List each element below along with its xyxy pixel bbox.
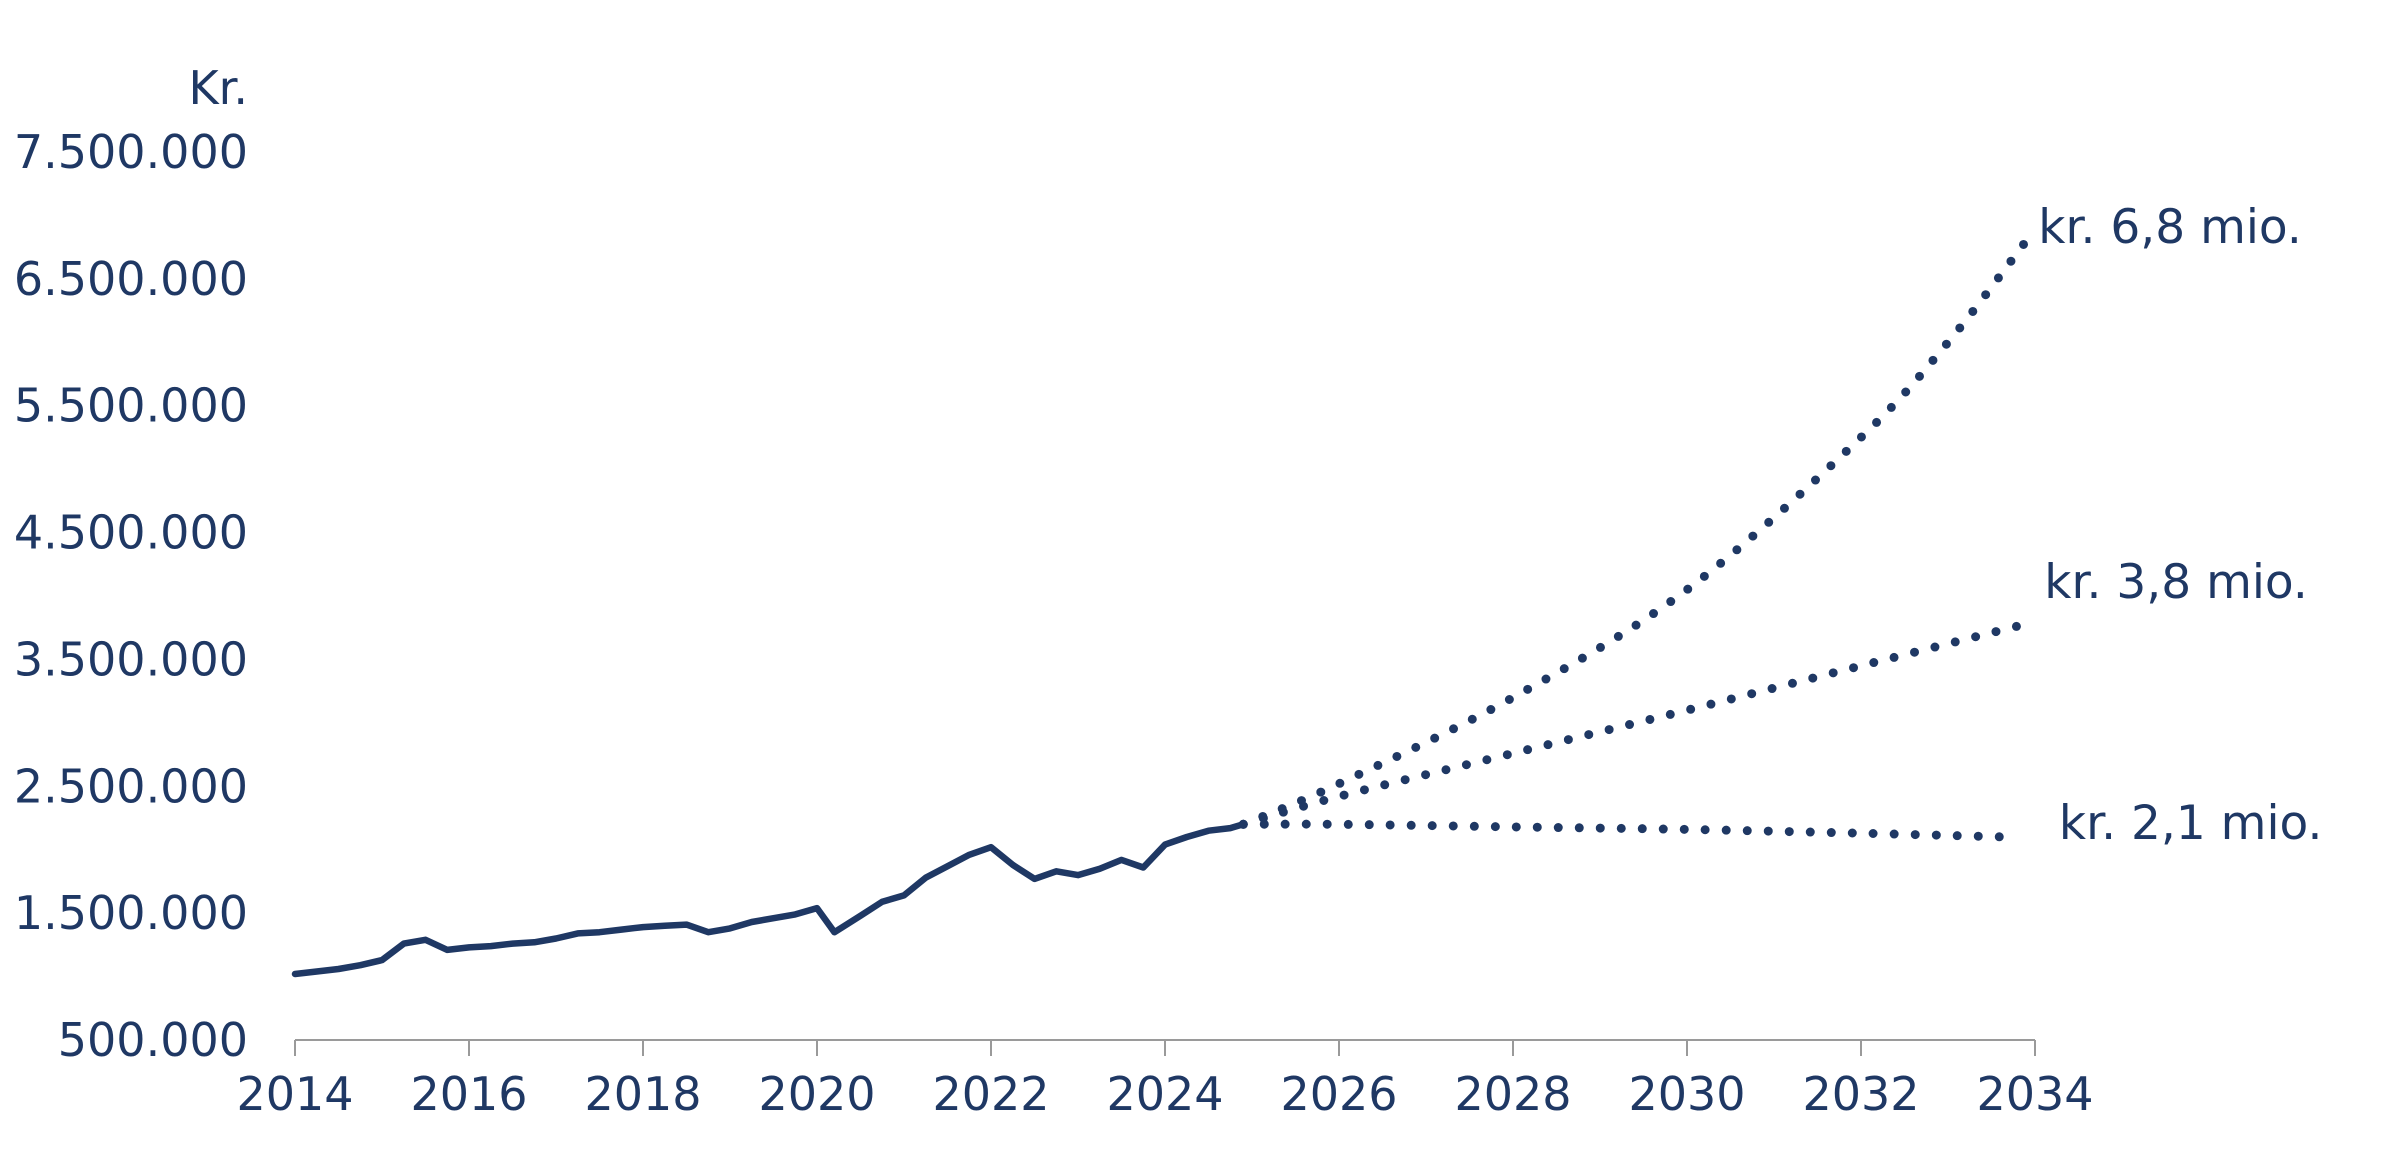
x-tick-label: 2022 [932, 1067, 1049, 1121]
y-tick-label: 500.000 [58, 1013, 248, 1067]
y-tick-label: 6.500.000 [14, 252, 248, 306]
historical-series-line [291, 821, 1247, 978]
projection-end-label: kr. 6,8 mio. [2038, 200, 2302, 255]
y-tick-label: 3.500.000 [14, 632, 248, 686]
y-tick-label: 7.500.000 [14, 125, 248, 179]
x-axis: 2014 2016 2018 2020 2022 2024 2026 2028 2030 2032… [236, 1039, 2094, 1121]
y-axis-ticks: 500.000 1.500.000 2.500.000 3.500.000 4.500.… [14, 125, 248, 1067]
projection-series-line [1238, 819, 2014, 842]
y-tick-label: 2.500.000 [14, 759, 248, 813]
series-group [291, 236, 2031, 978]
x-tick-label: 2030 [1628, 1067, 1745, 1121]
x-tick-label: 2026 [1280, 1067, 1397, 1121]
x-tick-label: 2034 [1976, 1067, 2093, 1121]
projection-series-line [1238, 619, 2031, 829]
x-tick-label: 2032 [1802, 1067, 1919, 1121]
x-tick-label: 2020 [758, 1067, 875, 1121]
x-tick-label: 2018 [584, 1067, 701, 1121]
y-tick-label: 5.500.000 [14, 379, 248, 433]
x-tick-label: 2016 [410, 1067, 527, 1121]
projection-labels: kr. 6,8 mio. kr. 3,8 mio. kr. 2,1 mio. [2038, 200, 2322, 851]
y-tick-label: 1.500.000 [14, 886, 248, 940]
x-tick-label: 2024 [1106, 1067, 1223, 1121]
y-axis-unit-label: Kr. [189, 61, 248, 115]
x-tick-label: 2014 [236, 1067, 353, 1121]
x-tick-label: 2028 [1454, 1067, 1571, 1121]
projection-series-line [1238, 236, 2031, 829]
projection-end-label: kr. 2,1 mio. [2059, 796, 2323, 851]
y-tick-label: 4.500.000 [14, 506, 248, 560]
projection-end-label: kr. 3,8 mio. [2044, 555, 2308, 610]
